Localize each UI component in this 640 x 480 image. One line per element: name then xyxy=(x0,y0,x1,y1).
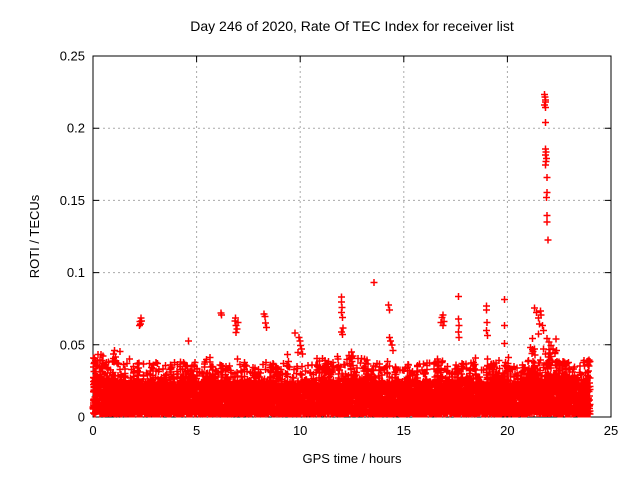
roti-plus-markers xyxy=(89,91,594,418)
x-tick-label: 15 xyxy=(397,423,411,438)
y-tick-label: 0.1 xyxy=(67,265,85,280)
x-tick-label: 5 xyxy=(193,423,200,438)
grid-lines xyxy=(93,56,611,417)
y-axis-label: ROTI / TECUs xyxy=(27,194,42,278)
x-tick-label: 20 xyxy=(500,423,514,438)
data-series-roti xyxy=(89,91,594,418)
y-tick-label: 0.15 xyxy=(60,193,85,208)
y-tick-label: 0.25 xyxy=(60,49,85,64)
tick-labels: 0 5 10 15 20 25 0 0.05 0.1 0.15 0.2 0.25 xyxy=(60,49,619,439)
x-axis-label: GPS time / hours xyxy=(303,451,402,466)
x-tick-label: 0 xyxy=(89,423,96,438)
y-tick-label: 0.2 xyxy=(67,121,85,136)
x-tick-label: 25 xyxy=(604,423,618,438)
y-tick-label: 0.05 xyxy=(60,337,85,352)
x-tick-label: 10 xyxy=(293,423,307,438)
chart-title: Day 246 of 2020, Rate Of TEC Index for r… xyxy=(190,18,514,34)
grid-line-path xyxy=(93,56,611,417)
y-tick-label: 0 xyxy=(78,410,85,425)
